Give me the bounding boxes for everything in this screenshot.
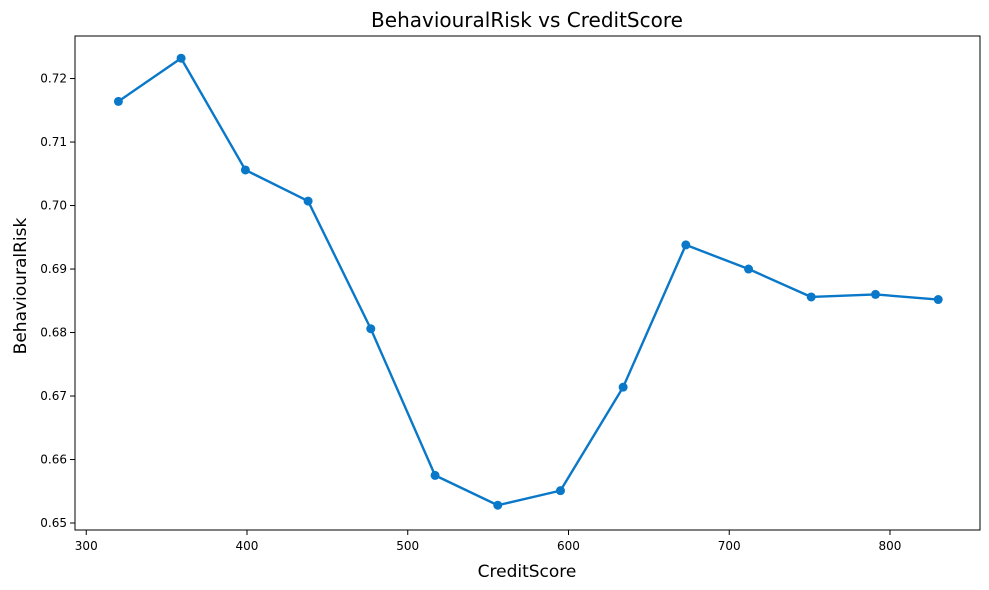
series-layer <box>113 53 943 510</box>
chart-title: BehaviouralRisk vs CreditScore <box>371 8 683 32</box>
x-tick-label: 300 <box>75 539 98 553</box>
data-point <box>430 470 440 480</box>
data-point <box>871 289 881 299</box>
data-point <box>744 264 754 274</box>
data-point <box>493 500 503 510</box>
x-axis: 300 400 500 600 700 800 <box>75 530 902 553</box>
y-axis-label: BehaviouralRisk <box>11 218 31 355</box>
data-point <box>303 196 313 206</box>
y-tick-label: 0.69 <box>40 262 67 276</box>
y-axis: 0.65 0.66 0.67 0.68 0.69 0.70 0.71 0.72 <box>40 72 75 530</box>
data-point <box>618 382 628 392</box>
x-tick-label: 700 <box>718 539 741 553</box>
plot-frame <box>74 35 981 531</box>
data-point <box>176 53 186 63</box>
plot-area <box>74 35 981 531</box>
data-point <box>555 486 565 496</box>
y-tick-label: 0.71 <box>40 135 67 149</box>
x-tick-label: 500 <box>396 539 419 553</box>
x-tick-label: 800 <box>879 539 902 553</box>
y-tick-label: 0.68 <box>40 326 67 340</box>
y-tick-label: 0.67 <box>40 389 67 403</box>
data-point <box>240 165 250 175</box>
y-tick-label: 0.66 <box>40 453 67 467</box>
series-line <box>117 57 939 507</box>
data-point <box>113 96 123 106</box>
data-point <box>366 324 376 334</box>
y-tick-label: 0.70 <box>40 199 67 213</box>
x-axis-label: CreditScore <box>478 562 577 582</box>
data-point <box>681 240 691 250</box>
y-tick-label: 0.65 <box>40 516 67 530</box>
data-point <box>933 295 943 305</box>
y-tick-label: 0.72 <box>40 72 67 86</box>
x-tick-label: 400 <box>236 539 259 553</box>
data-point <box>806 292 816 302</box>
x-tick-label: 600 <box>557 539 580 553</box>
